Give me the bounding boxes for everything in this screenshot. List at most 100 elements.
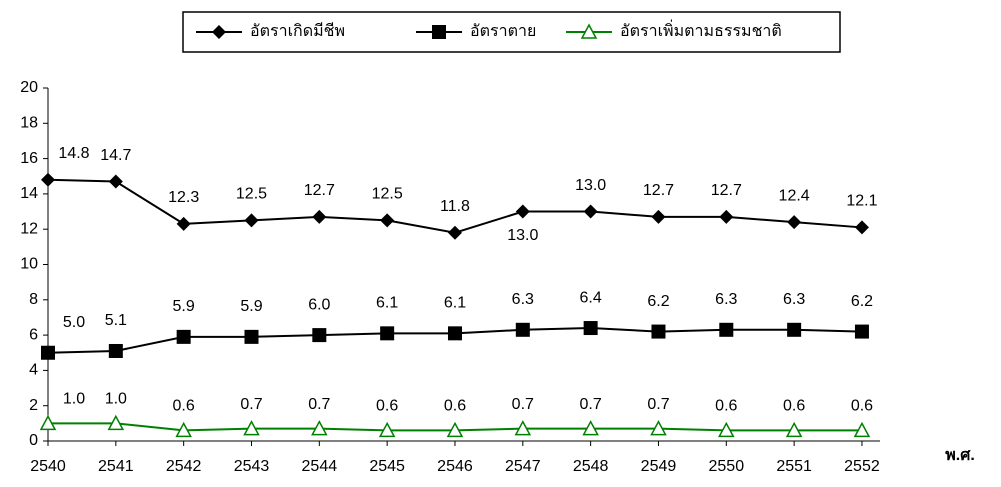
marker <box>312 328 327 343</box>
data-label: 0.7 <box>647 396 669 413</box>
data-label: 6.2 <box>851 293 873 310</box>
marker <box>515 204 530 219</box>
marker <box>650 420 667 436</box>
marker <box>854 324 869 339</box>
legend-label: อัตราเกิดมีชีพ <box>250 22 345 40</box>
x-tick-label: 2544 <box>302 458 338 475</box>
marker <box>854 220 869 235</box>
data-label: 6.3 <box>783 291 805 308</box>
marker <box>311 420 328 436</box>
data-label: 1.0 <box>63 391 85 408</box>
data-label: 0.7 <box>580 396 602 413</box>
data-label: 5.9 <box>240 298 262 315</box>
x-axis-label: พ.ศ. <box>945 447 975 464</box>
marker <box>853 421 871 438</box>
data-label: 12.5 <box>236 186 267 203</box>
data-label: 6.0 <box>308 296 330 313</box>
data-label: 12.4 <box>779 187 810 204</box>
marker <box>583 204 598 219</box>
marker <box>514 420 532 436</box>
y-tick-label: 14 <box>20 185 38 202</box>
marker <box>41 172 55 187</box>
legend-label: อัตราตาย <box>470 23 536 40</box>
y-tick-label: 10 <box>20 256 38 273</box>
x-tick-label: 2546 <box>437 458 473 475</box>
marker <box>312 209 327 224</box>
data-label: 13.0 <box>575 177 606 194</box>
marker <box>243 420 260 436</box>
marker <box>244 213 259 228</box>
y-tick-label: 2 <box>29 397 38 414</box>
marker <box>447 326 462 341</box>
marker <box>719 322 734 337</box>
y-tick-label: 0 <box>29 432 38 449</box>
marker <box>719 209 734 224</box>
data-label: 0.7 <box>308 396 330 413</box>
y-tick-label: 8 <box>29 291 38 308</box>
x-tick-label: 2542 <box>166 458 202 475</box>
marker <box>446 421 464 438</box>
marker <box>212 25 226 39</box>
y-tick-label: 12 <box>20 220 38 237</box>
data-label: 12.7 <box>711 182 742 199</box>
data-label: 12.7 <box>643 182 674 199</box>
y-tick-label: 6 <box>29 326 38 343</box>
legend-box <box>182 11 841 53</box>
data-label: 6.2 <box>647 293 669 310</box>
x-tick-label: 2541 <box>98 458 134 475</box>
marker <box>432 25 446 39</box>
data-label: 0.7 <box>512 396 534 413</box>
data-label: 0.6 <box>851 398 873 415</box>
x-tick-label: 2552 <box>844 458 880 475</box>
x-tick-label: 2550 <box>709 458 745 475</box>
marker <box>580 23 598 39</box>
x-tick-label: 2548 <box>573 458 609 475</box>
marker <box>176 216 191 231</box>
x-tick-label: 2547 <box>505 458 541 475</box>
data-label: 0.6 <box>444 398 466 415</box>
data-label: 6.3 <box>512 291 534 308</box>
data-label: 6.1 <box>376 295 398 312</box>
marker <box>718 421 735 438</box>
y-tick-label: 16 <box>20 150 38 167</box>
data-label: 6.1 <box>444 295 466 312</box>
marker <box>583 321 598 336</box>
data-label: 5.9 <box>173 298 195 315</box>
data-label: 5.1 <box>105 312 127 329</box>
data-label: 0.6 <box>783 398 805 415</box>
x-tick-label: 2551 <box>776 458 812 475</box>
data-label: 6.3 <box>715 291 737 308</box>
legend-label: อัตราเพิ่มตามธรรมชาติ <box>620 19 782 40</box>
marker <box>41 345 55 360</box>
marker <box>107 414 125 431</box>
marker <box>378 421 396 438</box>
x-tick-label: 2545 <box>369 458 405 475</box>
data-label: 0.7 <box>240 396 262 413</box>
marker <box>515 322 530 337</box>
marker <box>785 421 803 438</box>
marker <box>108 174 123 189</box>
marker <box>176 329 191 344</box>
y-tick-label: 4 <box>29 362 38 379</box>
data-label: 14.7 <box>100 147 131 164</box>
x-tick-label: 2543 <box>234 458 270 475</box>
y-tick-label: 20 <box>20 79 38 96</box>
data-label: 0.6 <box>376 398 398 415</box>
data-label: 0.6 <box>715 398 737 415</box>
data-label: 13.0 <box>507 227 538 244</box>
data-label: 5.0 <box>63 314 85 331</box>
marker <box>39 414 57 431</box>
data-label: 12.3 <box>168 189 199 206</box>
data-label: 6.4 <box>580 289 602 306</box>
marker <box>447 225 462 240</box>
marker <box>787 215 802 230</box>
marker <box>108 343 123 358</box>
y-tick-label: 18 <box>20 115 38 132</box>
data-label: 1.0 <box>105 391 127 408</box>
marker <box>651 209 666 224</box>
marker <box>175 421 192 438</box>
data-label: 11.8 <box>440 198 470 215</box>
marker <box>244 329 259 344</box>
marker <box>787 322 802 337</box>
